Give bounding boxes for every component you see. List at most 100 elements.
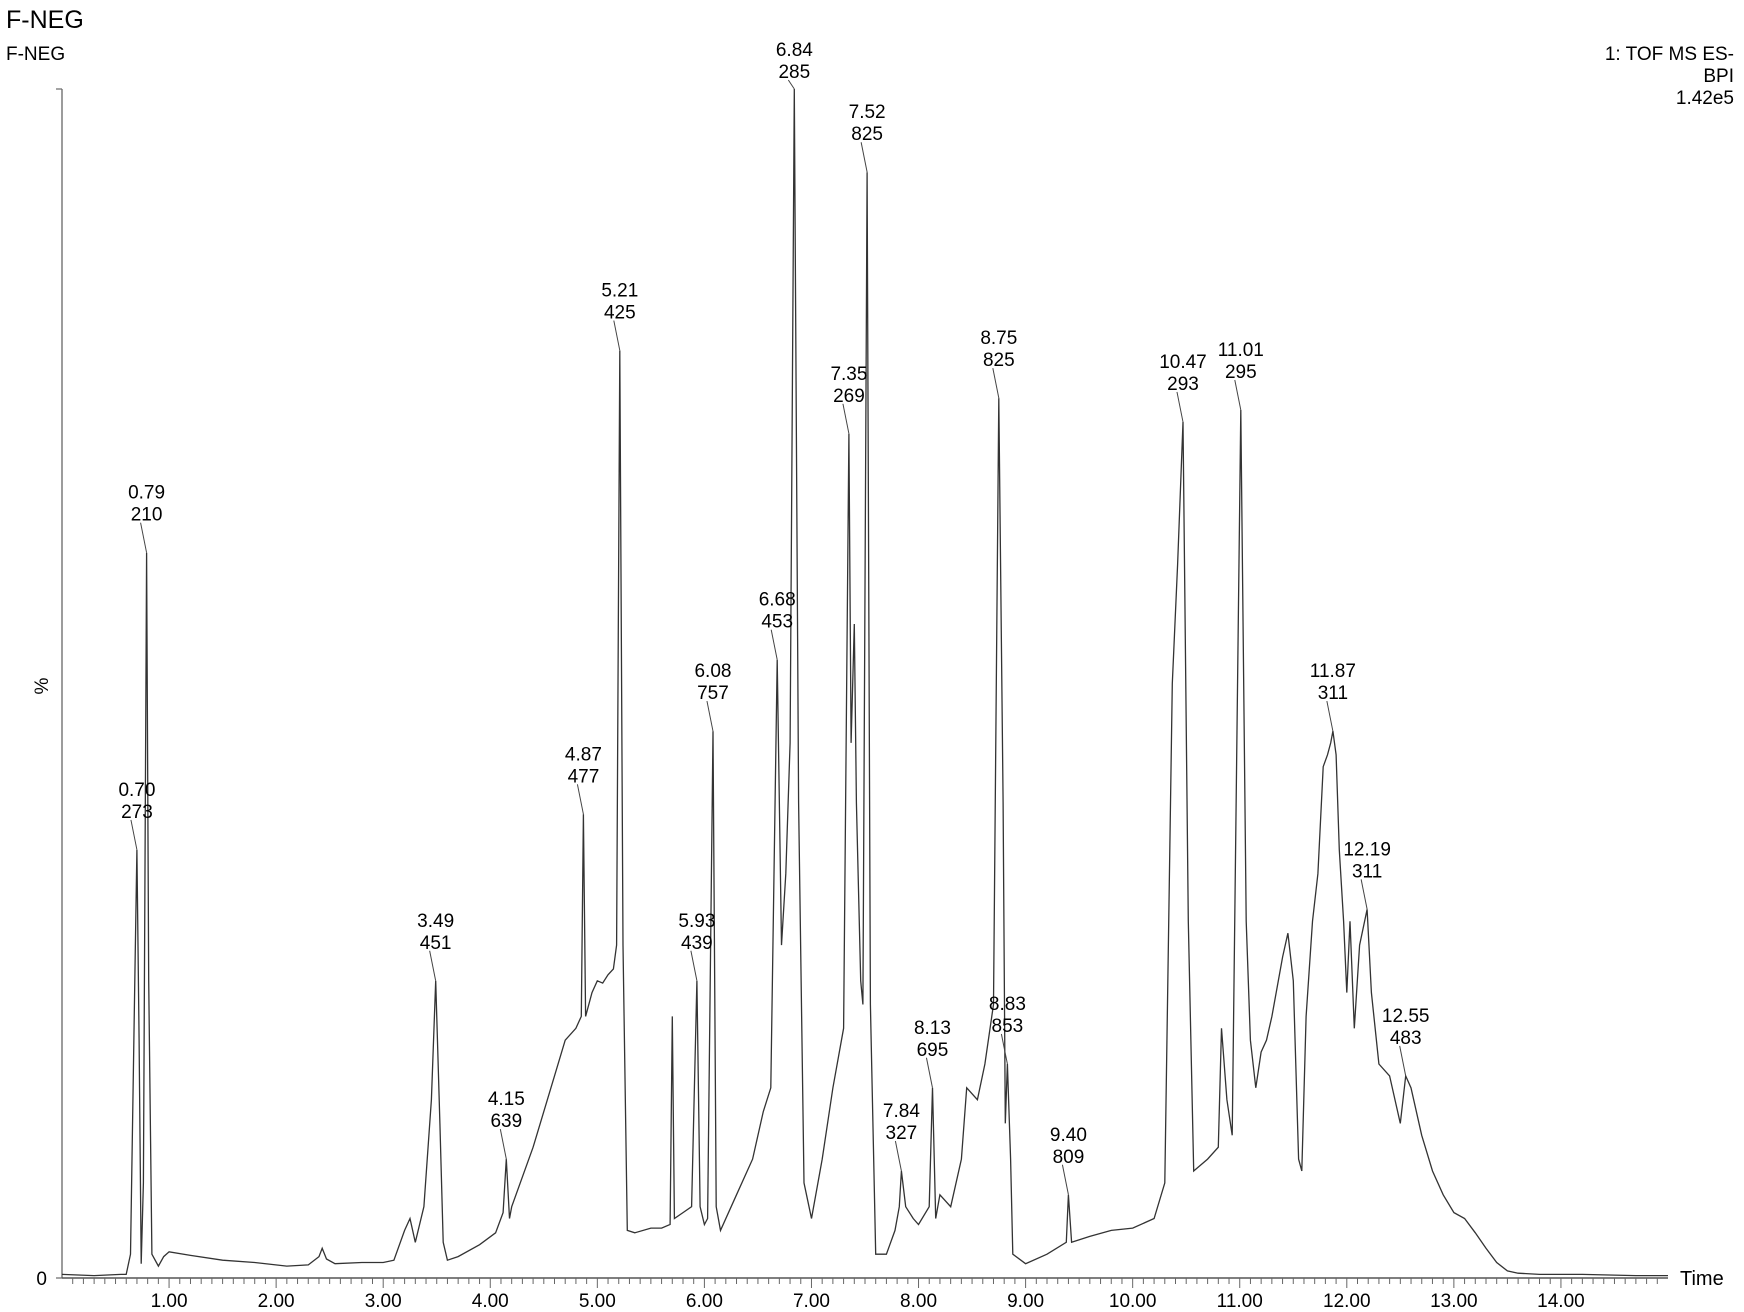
chart-title: F-NEG (6, 6, 84, 34)
peak-mass-label: 273 (121, 802, 153, 823)
x-tick-label: 3.00 (365, 1291, 402, 1312)
x-tick-label: 10.00 (1109, 1291, 1157, 1312)
x-tick-label: 5.00 (579, 1291, 616, 1312)
peak-time-label: 4.15 (488, 1089, 525, 1110)
peak-label-leader (1360, 879, 1368, 910)
peak-mass-label: 425 (604, 303, 636, 324)
x-axis-ticks: 1.00 2.00 3.00 4.00 5.00 6.00 7.00 8.00 9.00 10.0… (72, 1278, 1658, 1312)
peak-mass-label: 695 (917, 1040, 949, 1061)
peak-time-label: 0.70 (118, 780, 155, 801)
peak-mass-label: 285 (778, 62, 810, 83)
x-tick-label: 12.00 (1323, 1291, 1371, 1312)
x-tick-label: 11.00 (1217, 1291, 1263, 1312)
peak-mass-label: 311 (1318, 683, 1348, 704)
x-tick-label: 14.00 (1537, 1291, 1585, 1312)
peak-mass-label: 311 (1352, 861, 1382, 882)
y-axis-label: % (32, 677, 53, 694)
peak-time-label: 7.84 (883, 1101, 920, 1122)
peak-mass-label: 639 (490, 1111, 522, 1132)
peak-mass-label: 293 (1167, 374, 1199, 395)
peak-time-label: 12.19 (1343, 839, 1391, 860)
scan-info: 1: TOF MS ES- BPI 1.42e5 (1605, 44, 1734, 110)
peak-time-label: 6.08 (694, 661, 731, 682)
peak-label-leader (770, 629, 778, 660)
peak-mass-label: 809 (1053, 1147, 1085, 1168)
peak-mass-label: 757 (697, 683, 729, 704)
peak-label-leader (925, 1057, 933, 1088)
peak-mass-label: 825 (983, 350, 1015, 371)
peak-time-label: 8.75 (980, 328, 1017, 349)
peak-label-leader (842, 403, 850, 434)
peak-time-label: 9.40 (1050, 1125, 1087, 1146)
peak-label-leader (130, 819, 138, 851)
peak-mass-label: 853 (992, 1016, 1024, 1037)
peak-time-label: 6.68 (759, 590, 796, 611)
peak-time-label: 6.84 (776, 40, 813, 61)
peak-time-label: 11.01 (1218, 340, 1264, 361)
peak-label-leader (992, 368, 1000, 399)
peak-mass-label: 295 (1225, 362, 1257, 383)
peak-mass-label: 483 (1390, 1028, 1422, 1049)
x-tick-label: 7.00 (793, 1291, 830, 1312)
y-tick-label-0: 0 (36, 1269, 47, 1290)
x-tick-label: 9.00 (1007, 1291, 1044, 1312)
peak-time-label: 10.47 (1159, 352, 1207, 373)
peak-label-leader (706, 700, 714, 732)
peak-time-label: 5.21 (601, 281, 638, 302)
x-tick-label: 4.00 (472, 1291, 509, 1312)
scan-type-label: BPI (1703, 66, 1734, 87)
x-axis-label: Time (1680, 1268, 1724, 1290)
peak-time-label: 11.87 (1310, 661, 1356, 682)
peak-mass-label: 210 (131, 505, 163, 526)
x-tick-label: 6.00 (686, 1291, 723, 1312)
peak-label-leader (690, 950, 698, 981)
peak-label-leader (1000, 1033, 1008, 1065)
peak-mass-label: 477 (568, 766, 600, 787)
peak-label-leader (613, 320, 621, 351)
intensity-scale-label: 1.42e5 (1675, 88, 1734, 109)
peak-time-label: 7.35 (830, 364, 867, 385)
x-tick-label: 13.00 (1430, 1291, 1478, 1312)
peak-time-label: 7.52 (849, 102, 886, 123)
peak-annotations: 0.702730.792103.494514.156394.874775.214… (118, 40, 1429, 1195)
peak-label-leader (1399, 1045, 1407, 1076)
peak-time-label: 4.87 (565, 744, 602, 765)
peak-mass-label: 453 (761, 612, 793, 633)
peak-mass-label: 439 (681, 933, 713, 954)
peak-label-leader (576, 784, 584, 815)
axes (56, 88, 1668, 1279)
peak-time-label: 12.55 (1382, 1006, 1430, 1027)
chromatogram-trace (61, 88, 1668, 1277)
peak-time-label: 8.13 (914, 1018, 951, 1039)
peak-time-label: 5.93 (678, 911, 715, 932)
peak-label-leader (1234, 379, 1242, 411)
x-tick-label: 1.00 (151, 1291, 188, 1312)
peak-mass-label: 825 (851, 124, 883, 145)
x-tick-label: 8.00 (900, 1291, 937, 1312)
peak-label-leader (140, 522, 148, 553)
peak-label-leader (787, 79, 795, 90)
peak-label-leader (1176, 391, 1184, 423)
peak-label-leader (1326, 700, 1334, 732)
peak-time-label: 0.79 (128, 483, 165, 504)
peak-time-label: 3.49 (417, 911, 454, 932)
